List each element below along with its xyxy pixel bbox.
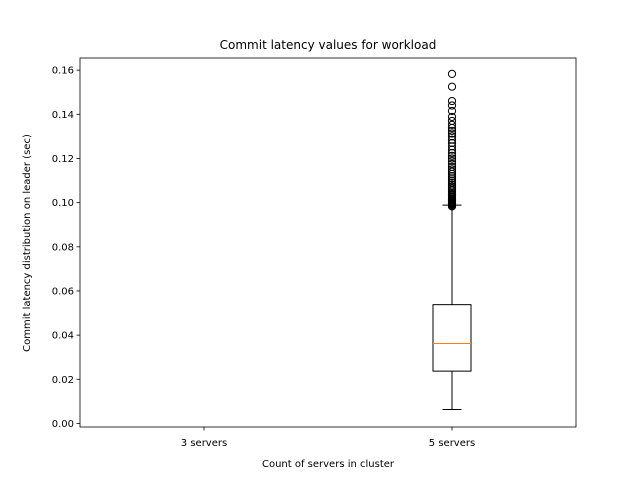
outlier-point: [447, 126, 457, 135]
y-tick-label: 0.14: [52, 110, 74, 121]
outlier-point: [447, 82, 457, 91]
outlier-point: [447, 159, 457, 169]
y-tick-label: 0.00: [52, 419, 74, 430]
outlier-point: [447, 138, 457, 148]
outlier-point: [447, 162, 457, 171]
outlier-point: [447, 178, 457, 187]
x-axis: 3 servers 5 servers: [181, 427, 475, 449]
y-tick-label: 0.10: [52, 198, 74, 209]
outlier-point: [447, 182, 457, 191]
y-tick-label: 0.04: [52, 331, 74, 342]
outlier-point: [447, 142, 457, 151]
outlier-point: [447, 106, 457, 116]
x-axis-label: Count of servers in cluster: [262, 459, 395, 470]
y-tick-label: 0.06: [52, 287, 74, 298]
outlier-point: [447, 157, 457, 166]
box-group: [432, 69, 472, 411]
y-tick-label: 0.02: [52, 375, 74, 386]
y-tick-label: 0.08: [52, 242, 74, 253]
y-tick-label: 0.16: [52, 66, 74, 77]
outlier-point: [447, 172, 457, 181]
box-series: [432, 69, 472, 411]
x-tick-label: 3 servers: [181, 438, 227, 449]
outlier-point: [447, 112, 457, 122]
outlier-point: [447, 165, 457, 174]
outlier-point: [447, 101, 457, 110]
outlier-point: [447, 96, 457, 106]
outlier-point: [447, 145, 457, 154]
outlier-point: [447, 132, 457, 141]
outlier-point: [447, 129, 457, 138]
x-tick-label: 5 servers: [429, 438, 475, 449]
outlier-point: [447, 116, 457, 126]
y-axis-label: Commit latency distribution on leader (s…: [22, 134, 33, 352]
outlier-point: [447, 167, 457, 176]
outlier-point: [447, 151, 457, 160]
outlier-point: [447, 174, 457, 183]
box-iqr: [432, 304, 472, 372]
y-axis: 0.00 0.02 0.04 0.06 0.08 0.10 0.12 0.14 0.16: [52, 66, 80, 430]
outlier-point: [447, 176, 457, 185]
outlier-point: [447, 120, 457, 130]
chart-title: Commit latency values for workload: [220, 38, 437, 52]
outlier-point: [447, 135, 457, 144]
y-tick-label: 0.12: [52, 154, 74, 165]
outlier-point: [447, 180, 457, 189]
plot-area-frame: [79, 57, 577, 428]
outlier-point: [447, 148, 457, 158]
outlier-point: [447, 69, 457, 78]
outlier-point: [447, 154, 457, 163]
